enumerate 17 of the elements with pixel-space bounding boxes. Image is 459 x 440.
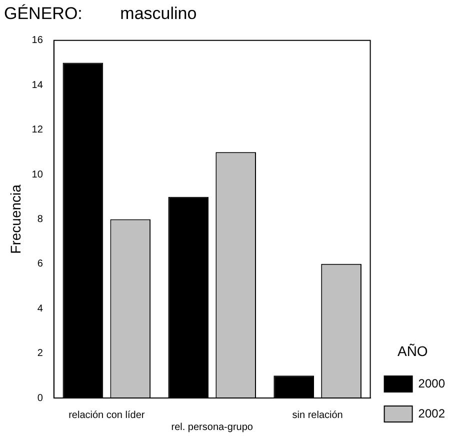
x-tick-label: sin relación <box>292 410 343 421</box>
legend-label: 2000 <box>418 376 446 390</box>
y-tick-label: 8 <box>37 214 44 225</box>
chart-title: GÉNERO: masculino <box>4 4 197 23</box>
y-tick-label: 6 <box>37 258 44 270</box>
y-tick-label: 0 <box>37 392 44 404</box>
y-tick-label: 16 <box>32 35 44 46</box>
y-tick-label: 4 <box>37 303 44 314</box>
y-tick-label: 14 <box>32 80 44 91</box>
legend-label: 2002 <box>418 406 446 420</box>
y-tick-label: 2 <box>37 348 44 360</box>
y-tick-label: 12 <box>32 124 44 136</box>
x-tick-label: relación con líder <box>68 410 146 421</box>
y-tick-label: 10 <box>32 169 44 180</box>
x-tick-label: rel. persona-grupo <box>171 422 254 433</box>
legend-title: AÑO <box>397 343 428 360</box>
y-axis-title: Frecuencia <box>7 184 24 254</box>
